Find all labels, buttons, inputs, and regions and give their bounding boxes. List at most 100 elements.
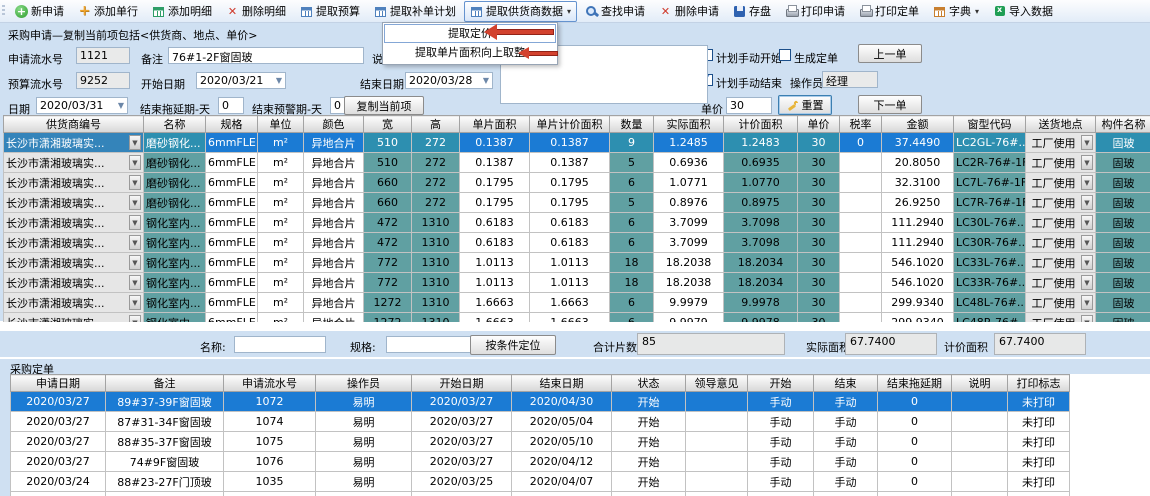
table-cell[interactable]: 2020/04/30: [511, 391, 612, 412]
table-cell[interactable]: 手动: [747, 391, 814, 412]
table-cell[interactable]: 0.1387: [529, 132, 610, 153]
chevron-down-icon[interactable]: ▼: [1081, 255, 1093, 270]
table-cell[interactable]: 546.1020: [881, 252, 954, 273]
table-row[interactable]: [10, 491, 1070, 496]
table-cell[interactable]: 异地合片: [303, 132, 364, 153]
table-cell[interactable]: 异地合片: [303, 312, 364, 322]
reset-button[interactable]: 重置: [778, 95, 832, 115]
table-cell[interactable]: 6mmFLE...: [205, 292, 258, 313]
table-cell[interactable]: 手动: [747, 471, 814, 492]
toolbar-button[interactable]: 提取补单计划: [368, 1, 462, 22]
table-cell[interactable]: 手动: [813, 451, 878, 472]
table-cell[interactable]: [223, 491, 316, 496]
table-cell[interactable]: 30: [797, 272, 840, 293]
copy-current-button[interactable]: 复制当前项: [344, 96, 424, 115]
table-cell[interactable]: 易明: [315, 451, 412, 472]
table-cell[interactable]: 1074: [223, 411, 316, 432]
table-cell[interactable]: 2020/05/10: [511, 431, 612, 452]
table-cell[interactable]: 5: [609, 152, 654, 173]
table-row[interactable]: 2020/03/24 88#23-27F门顶玻 1035 易明 2020/03/25 20…: [10, 471, 1070, 492]
table-cell[interactable]: 异地合片: [303, 152, 364, 173]
table-cell[interactable]: 18: [609, 272, 654, 293]
table-cell[interactable]: 长沙市潇湘玻璃实...▼: [3, 152, 144, 173]
table-cell[interactable]: 手动: [813, 391, 878, 412]
table-cell[interactable]: 272: [411, 192, 460, 213]
table-cell[interactable]: 钢化室内...: [143, 252, 206, 273]
table-cell[interactable]: [839, 252, 882, 273]
table-cell[interactable]: 9.9978: [723, 292, 798, 313]
start-date-combo[interactable]: 2020/03/21 ▼: [196, 72, 286, 89]
toolbar-button[interactable]: 添加单行: [72, 1, 144, 22]
table-cell[interactable]: 18.2034: [723, 272, 798, 293]
table-cell[interactable]: m²: [257, 132, 304, 153]
toolbar-button[interactable]: 提取预算: [294, 1, 366, 22]
table-cell[interactable]: 0: [877, 391, 952, 412]
toolbar-button[interactable]: 新申请: [9, 1, 70, 22]
table-cell[interactable]: 26.9250: [881, 192, 954, 213]
table-row[interactable]: 长沙市潇湘玻璃实...▼钢化室内...6mmFLE...m²异地合片472131…: [3, 212, 1150, 233]
table-cell[interactable]: 30: [797, 172, 840, 193]
table-cell[interactable]: 0.1795: [529, 192, 610, 213]
table-cell[interactable]: 钢化室内...: [143, 312, 206, 322]
table-cell[interactable]: 9.9979: [653, 312, 724, 322]
table-cell[interactable]: LC48L-76#...: [953, 292, 1026, 313]
table-cell[interactable]: 0.1795: [529, 172, 610, 193]
table-cell[interactable]: 1.6663: [459, 292, 530, 313]
table-cell[interactable]: LC2R-76#-1F: [953, 152, 1026, 173]
table-cell[interactable]: 0.6183: [459, 232, 530, 253]
table-cell[interactable]: m²: [257, 212, 304, 233]
table-cell[interactable]: 1310: [411, 272, 460, 293]
table-cell[interactable]: 6: [609, 312, 654, 322]
table-cell[interactable]: 2020/03/27: [411, 431, 512, 452]
table-cell[interactable]: 开始: [611, 451, 686, 472]
table-cell[interactable]: 长沙市潇湘玻璃实...▼: [3, 312, 144, 322]
table-cell[interactable]: 0: [877, 451, 952, 472]
table-row[interactable]: 长沙市潇湘玻璃实...▼钢化室内...6mmFLE...m²异地合片772131…: [3, 252, 1150, 273]
table-cell[interactable]: 1272: [363, 312, 412, 322]
table-cell[interactable]: 6mmFLE...: [205, 312, 258, 322]
date-combo[interactable]: 2020/03/31 ▼: [36, 97, 128, 114]
table-cell[interactable]: 工厂使用 ▼: [1025, 152, 1096, 173]
table-cell[interactable]: 0.6936: [653, 152, 724, 173]
table-cell[interactable]: 472: [363, 212, 412, 233]
table-cell[interactable]: 772: [363, 272, 412, 293]
table-cell[interactable]: 工厂使用 ▼: [1025, 132, 1096, 153]
table-cell[interactable]: 9: [609, 132, 654, 153]
toolbar-button[interactable]: 打印定单: [853, 1, 925, 22]
table-cell[interactable]: 18.2038: [653, 272, 724, 293]
table-cell[interactable]: 3.7098: [723, 232, 798, 253]
table-cell[interactable]: 0.8976: [653, 192, 724, 213]
table-cell[interactable]: 1310: [411, 292, 460, 313]
table-cell[interactable]: m²: [257, 292, 304, 313]
table-cell[interactable]: 未打印: [1007, 411, 1070, 432]
table-cell[interactable]: 1075: [223, 431, 316, 452]
table-cell[interactable]: 1035: [223, 471, 316, 492]
table-cell[interactable]: 6mmFLE...: [205, 172, 258, 193]
table-cell[interactable]: 未打印: [1007, 391, 1070, 412]
table-cell[interactable]: 18.2038: [653, 252, 724, 273]
table-cell[interactable]: 固玻: [1095, 272, 1150, 293]
table-cell[interactable]: 0.1795: [459, 172, 530, 193]
table-row[interactable]: 长沙市潇湘玻璃实...▼磨砂钢化...6mmFLE...m²异地合片510272…: [3, 152, 1150, 173]
table-cell[interactable]: 工厂使用 ▼: [1025, 192, 1096, 213]
table-cell[interactable]: [685, 411, 748, 432]
table-cell[interactable]: 1.2483: [723, 132, 798, 153]
table-cell[interactable]: 固玻: [1095, 152, 1150, 173]
table-cell[interactable]: 异地合片: [303, 212, 364, 233]
table-cell[interactable]: 2020/04/07: [511, 471, 612, 492]
table-cell[interactable]: 1310: [411, 212, 460, 233]
table-cell[interactable]: 510: [363, 152, 412, 173]
table-row[interactable]: 2020/03/27 87#31-34F窗固玻 1074 易明 2020/03/27 20…: [10, 411, 1070, 432]
toolbar-button[interactable]: 删除申请: [653, 1, 725, 22]
table-cell[interactable]: 88#23-27F门顶玻: [105, 471, 224, 492]
table-cell[interactable]: [611, 491, 686, 496]
operator-field[interactable]: 经理: [822, 71, 878, 88]
toolbar-button[interactable]: 字典 ▾: [927, 1, 985, 22]
locate-by-condition-button[interactable]: 按条件定位: [470, 335, 556, 355]
table-row[interactable]: 长沙市潇湘玻璃实...▼磨砂钢化...6mmFLE...m²异地合片660272…: [3, 172, 1150, 193]
toolbar-button[interactable]: 存盘: [727, 1, 777, 22]
table-cell[interactable]: 1.0770: [723, 172, 798, 193]
table-cell[interactable]: 易明: [315, 391, 412, 412]
toolbar-button[interactable]: 查找申请: [579, 1, 651, 22]
table-cell[interactable]: 0.1795: [459, 192, 530, 213]
